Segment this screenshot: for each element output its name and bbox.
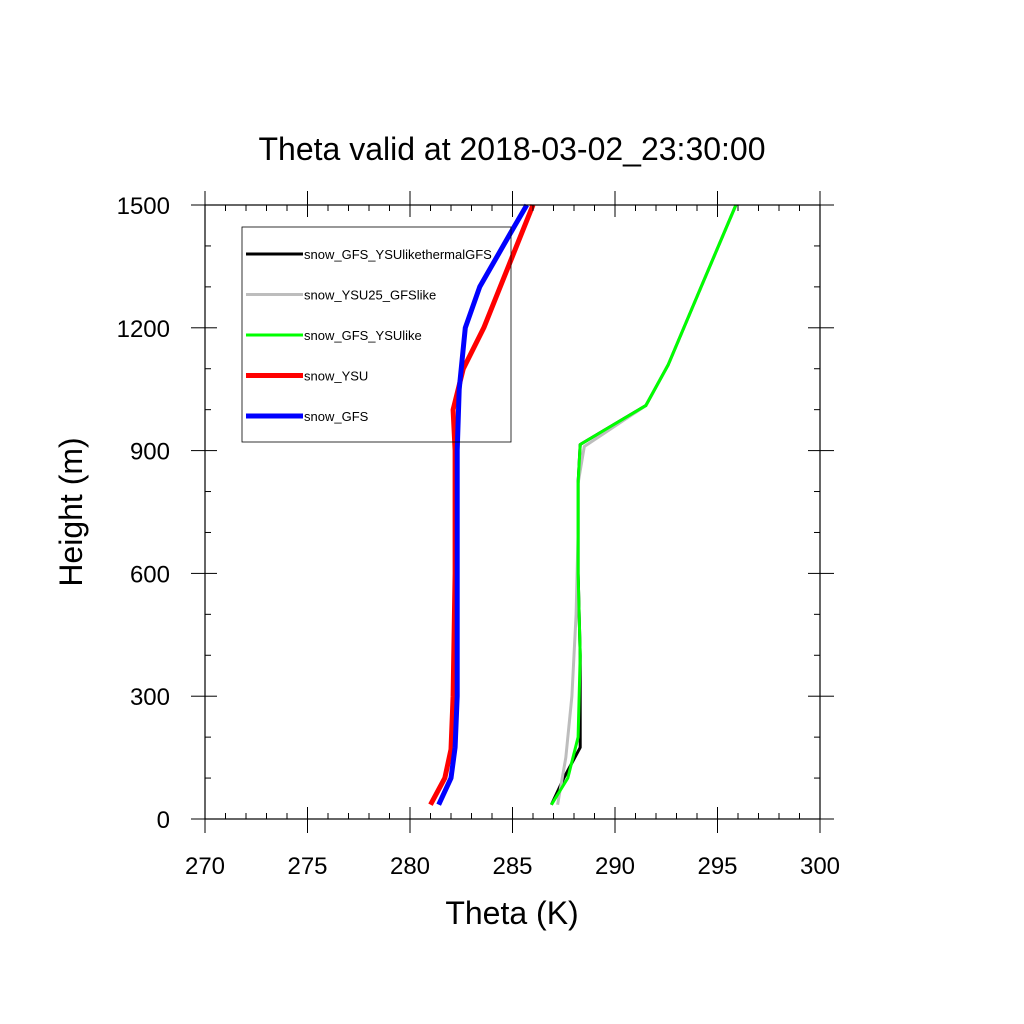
legend-label: snow_GFS xyxy=(304,409,369,424)
x-tick-label: 285 xyxy=(492,853,532,880)
x-tick-label: 275 xyxy=(287,853,327,880)
y-tick-label: 1200 xyxy=(117,316,170,343)
legend-box xyxy=(241,226,512,443)
y-axis-label: Height (m) xyxy=(53,437,89,586)
series-line-snow_YSU25_GFSlike xyxy=(556,204,738,805)
y-tick-label: 1500 xyxy=(117,193,170,220)
chart-title: Theta valid at 2018-03-02_23:30:00 xyxy=(258,131,765,167)
y-tick-label: 900 xyxy=(130,439,170,466)
legend-label: snow_YSU25_GFSlike xyxy=(304,288,436,303)
x-tick-label: 280 xyxy=(390,853,430,880)
y-tick-label: 0 xyxy=(157,807,170,834)
y-tick-label: 300 xyxy=(130,684,170,711)
plot-frame xyxy=(204,204,821,820)
x-tick-label: 300 xyxy=(800,853,840,880)
series-line-snow_GFS_YSUlike xyxy=(550,204,738,806)
legend-label: snow_GFS_YSUlike xyxy=(304,328,422,343)
x-axis-label: Theta (K) xyxy=(445,895,578,931)
ticks-layer: 270 275 280 285 290 295 300 0 300 600 900 1200 1500 xyxy=(117,191,840,880)
series-line-snow_GFS xyxy=(436,203,529,806)
plot-area: 270 275 280 285 290 295 300 0 300 600 900 1200 1500 xyxy=(117,191,840,880)
series-line-snow_YSU xyxy=(428,204,536,806)
legend-label: snow_GFS_YSUlikethermalGFS xyxy=(304,247,492,262)
x-tick-label: 270 xyxy=(185,853,225,880)
series-layer xyxy=(428,203,738,806)
legend: snow_GFS_YSUlikethermalGFS snow_YSU25_GFS… xyxy=(241,226,512,443)
x-tick-label: 290 xyxy=(595,853,635,880)
legend-label: snow_YSU xyxy=(304,369,368,384)
x-tick-label: 295 xyxy=(697,853,737,880)
y-tick-label: 600 xyxy=(130,561,170,588)
